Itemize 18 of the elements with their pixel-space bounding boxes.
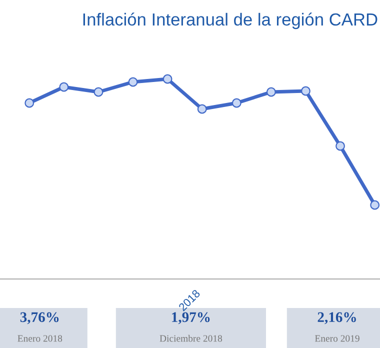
- point: [94, 87, 104, 97]
- point: [197, 104, 207, 114]
- point: [128, 77, 138, 87]
- text: Enero 2018: [18, 335, 62, 342]
- point: [301, 86, 310, 96]
- point: [24, 98, 34, 108]
- text: Enero 2019: [314, 335, 360, 342]
- text: 1,97%: [172, 312, 210, 324]
- point: [336, 141, 345, 151]
- point: [232, 98, 242, 108]
- text: 3,76%: [20, 312, 59, 324]
- chart-title: Inflación Interanual de la región CARD: [83, 12, 378, 30]
- text: Diciembre 2018: [160, 334, 222, 342]
- point: [266, 87, 276, 97]
- point: [370, 200, 380, 210]
- point: [59, 82, 69, 92]
- text: 2,16%: [318, 312, 356, 324]
- point: [162, 74, 172, 84]
